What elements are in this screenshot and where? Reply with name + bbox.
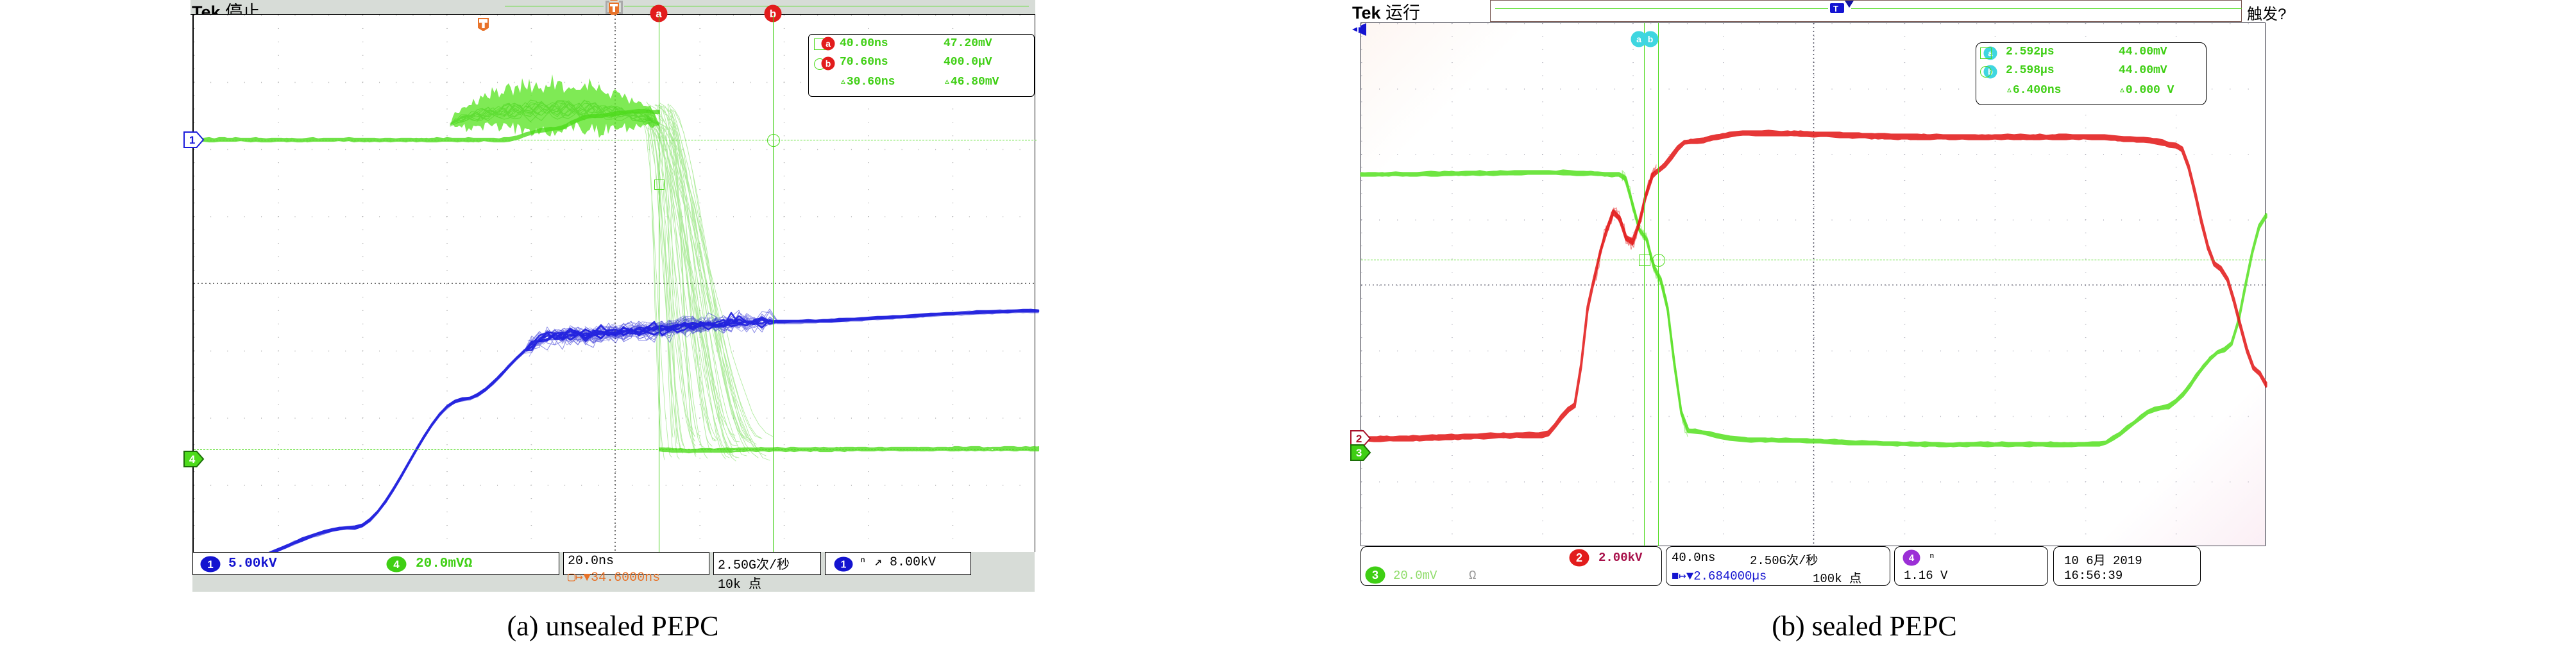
svg-text:3: 3	[1356, 447, 1362, 459]
svg-text:4: 4	[1909, 553, 1915, 564]
svg-text:1: 1	[189, 134, 195, 146]
svg-text:b: b	[1648, 34, 1654, 44]
svg-text:4: 4	[189, 453, 196, 465]
svg-text:1: 1	[841, 559, 847, 570]
svg-text:b: b	[826, 58, 831, 69]
svg-text:1: 1	[207, 558, 213, 571]
svg-text:4: 4	[393, 558, 400, 571]
svg-text:2: 2	[1576, 551, 1582, 564]
svg-text:a: a	[826, 38, 831, 49]
svg-text:3: 3	[1372, 569, 1378, 581]
